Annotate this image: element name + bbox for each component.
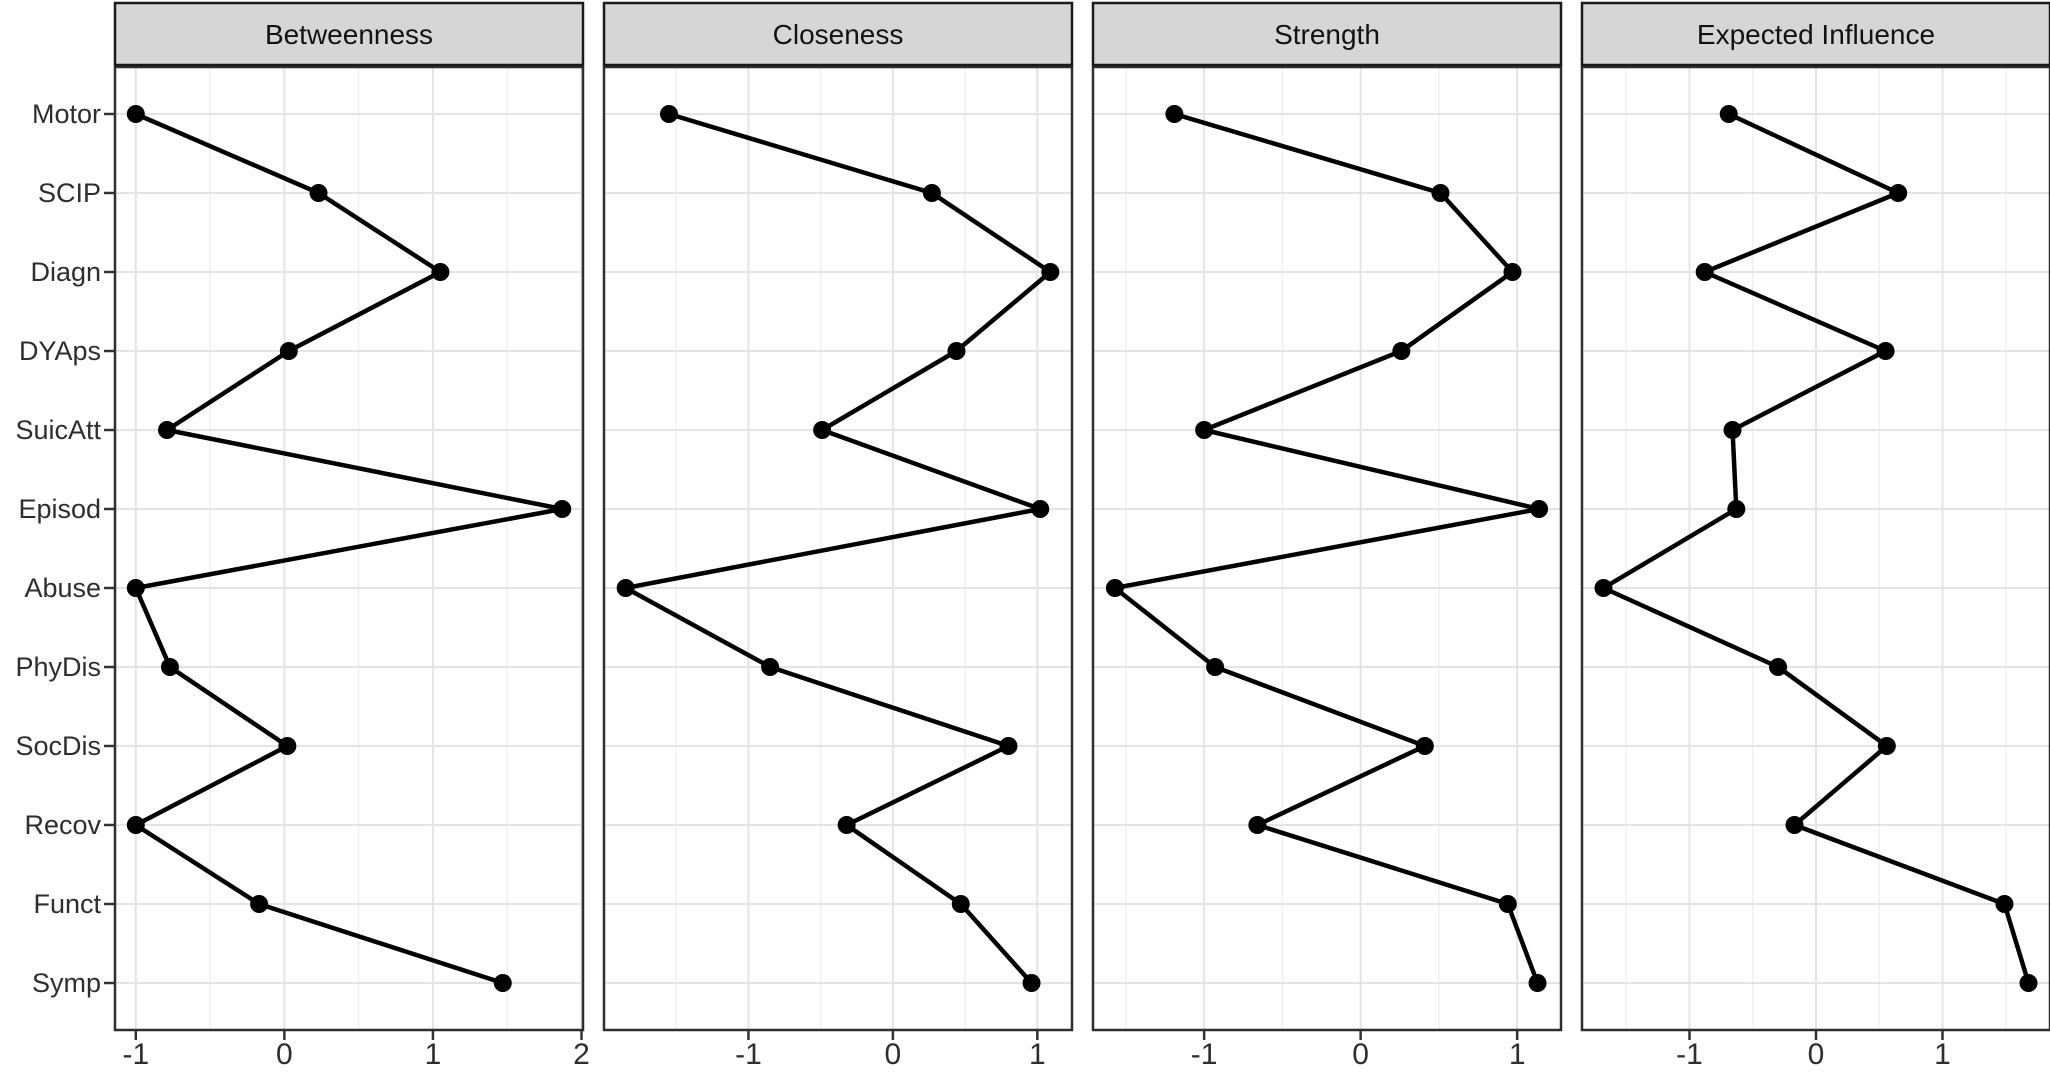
x-tick-label: -1 xyxy=(1191,1038,1218,1071)
x-tick-label: 0 xyxy=(1352,1038,1369,1071)
y-axis-label: Diagn xyxy=(30,257,101,287)
x-tick-label: 1 xyxy=(1934,1038,1951,1071)
facet-strips: Betweenness Closeness Strength Expected … xyxy=(265,19,1935,50)
data-point xyxy=(126,105,145,123)
data-point xyxy=(278,737,297,755)
data-point xyxy=(1248,816,1267,834)
x-tick-label: -1 xyxy=(122,1038,149,1071)
data-point xyxy=(1503,263,1522,281)
panel-border xyxy=(1091,65,1563,1032)
data-point xyxy=(1022,974,1041,992)
data-point xyxy=(761,658,780,676)
panel-title-strength: Strength xyxy=(1274,19,1380,50)
data-point xyxy=(1889,184,1908,202)
x-tick-label: 1 xyxy=(1029,1038,1046,1071)
data-point xyxy=(1415,737,1434,755)
y-axis-label: Motor xyxy=(32,99,101,129)
data-point xyxy=(1031,500,1050,518)
data-point xyxy=(1594,579,1613,597)
data-point xyxy=(1431,184,1450,202)
data-point xyxy=(1165,105,1184,123)
chart-render-layer: -1 0 1 2 -1 0 1 -1 0 1 -1 0 1 xyxy=(104,1,2050,1071)
y-axis-label: DYAps xyxy=(19,336,101,366)
data-point xyxy=(999,737,1018,755)
data-point xyxy=(1530,500,1549,518)
data-point xyxy=(1785,816,1804,834)
panel-border xyxy=(113,65,585,1032)
data-point xyxy=(1695,263,1714,281)
y-axis-label: Symp xyxy=(32,968,101,998)
x-tick-label: 0 xyxy=(885,1038,902,1071)
data-point xyxy=(922,184,941,202)
data-point xyxy=(553,500,572,518)
panel-title-expected-influence: Expected Influence xyxy=(1697,19,1935,50)
series-line xyxy=(623,111,1053,986)
series-line xyxy=(1112,111,1542,986)
data-point xyxy=(1498,895,1517,913)
facet-strip xyxy=(602,1,1074,67)
data-point xyxy=(1727,500,1746,518)
x-tick-label: 2 xyxy=(573,1038,590,1071)
data-point xyxy=(493,974,512,992)
panel-border xyxy=(602,65,1074,1032)
series-line xyxy=(1601,111,2031,986)
data-point xyxy=(616,579,635,597)
data-point xyxy=(951,895,970,913)
data-point xyxy=(1041,263,1060,281)
y-axis-label: Funct xyxy=(33,889,101,919)
panel-title-closeness: Closeness xyxy=(773,19,904,50)
y-axis-label: SuicAtt xyxy=(15,415,101,445)
data-point xyxy=(1719,105,1738,123)
data-point xyxy=(1528,974,1547,992)
data-point xyxy=(250,895,269,913)
y-axis-label: Abuse xyxy=(24,573,101,603)
data-point xyxy=(1195,421,1214,439)
y-axis-label: Recov xyxy=(24,810,101,840)
data-point xyxy=(1723,421,1742,439)
facet-strip xyxy=(113,1,585,67)
data-point xyxy=(126,816,145,834)
data-point xyxy=(660,105,678,123)
data-point xyxy=(2019,974,2038,992)
data-point xyxy=(279,342,298,360)
series-line xyxy=(133,111,565,986)
x-tick-label: 1 xyxy=(425,1038,442,1071)
data-point xyxy=(1769,658,1788,676)
data-point xyxy=(1876,342,1895,360)
x-tick-label: -1 xyxy=(735,1038,762,1071)
data-point xyxy=(837,816,856,834)
data-point xyxy=(126,579,145,597)
data-point xyxy=(309,184,328,202)
data-point xyxy=(158,421,176,439)
y-axis-label: Episod xyxy=(18,494,101,524)
data-point xyxy=(431,263,450,281)
data-point xyxy=(947,342,966,360)
y-axis-label: SocDis xyxy=(15,731,101,761)
x-tick-label: 0 xyxy=(276,1038,293,1071)
data-point xyxy=(813,421,832,439)
data-point xyxy=(1877,737,1896,755)
data-point xyxy=(1392,342,1411,360)
x-tick-label: 0 xyxy=(1808,1038,1825,1071)
y-axis: Motor SCIP Diagn DYAps SuicAtt Episod Ab… xyxy=(15,99,101,998)
x-tick-label: 1 xyxy=(1509,1038,1526,1071)
data-point xyxy=(1105,579,1124,597)
data-point xyxy=(1995,895,2014,913)
y-axis-label: SCIP xyxy=(38,178,101,208)
x-tick-label: -1 xyxy=(1676,1038,1703,1071)
y-axis-label: PhyDis xyxy=(15,652,101,682)
data-point xyxy=(1206,658,1225,676)
facet-strip xyxy=(1091,1,1563,67)
panel-title-betweenness: Betweenness xyxy=(265,19,433,50)
data-point xyxy=(160,658,179,676)
facet-strip xyxy=(1580,1,2050,67)
